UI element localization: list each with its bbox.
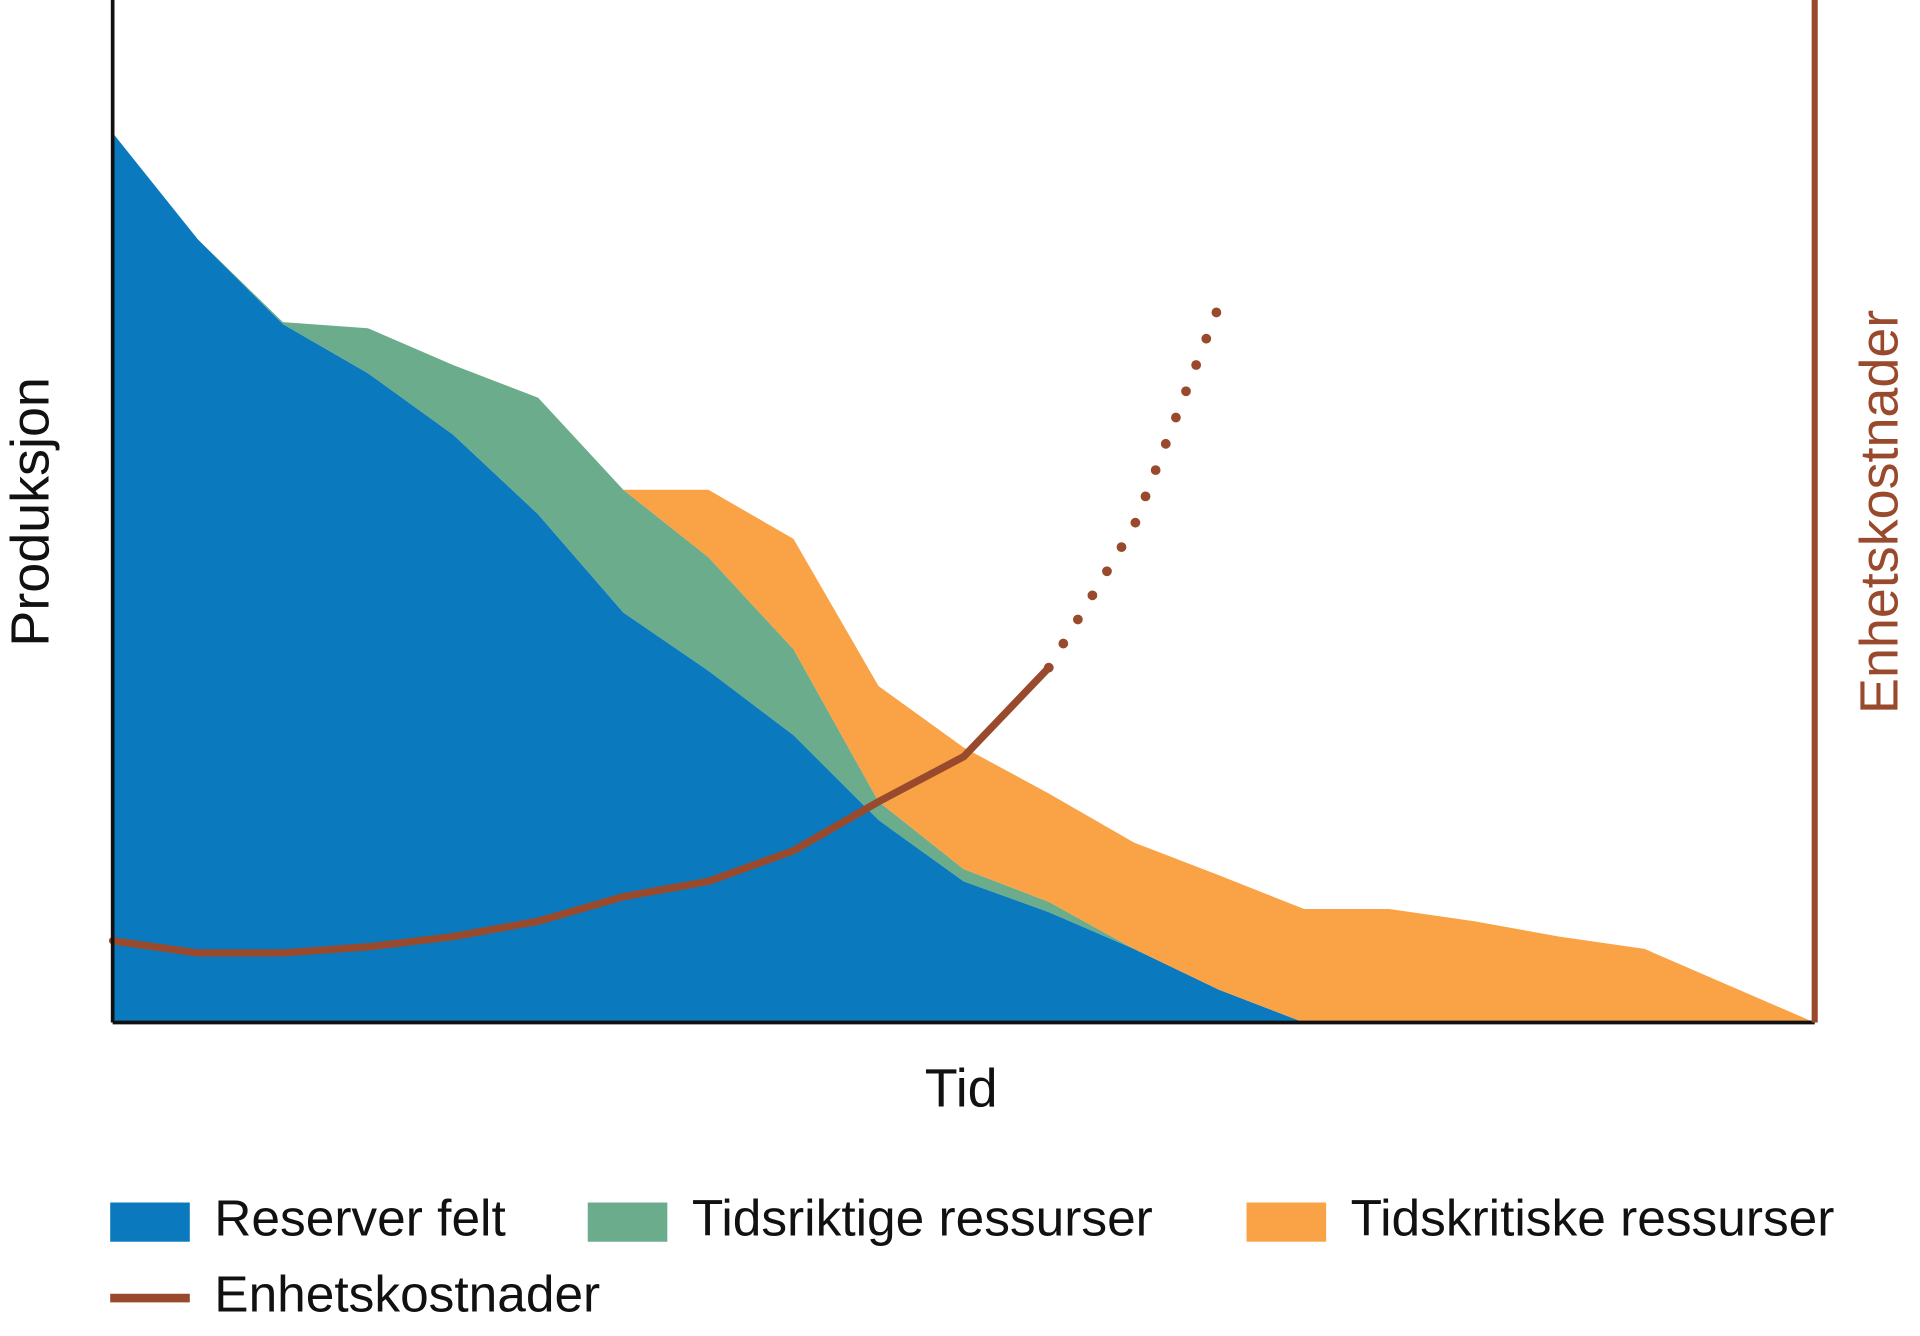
line [108, 664, 1053, 957]
x-axis-label: Tid [925, 1059, 998, 1119]
y-axis-label: Produksjon [1, 377, 61, 646]
legend-label: Tidsriktige ressurser [692, 1189, 1153, 1247]
legend-label: Enhetskostnader [214, 1265, 600, 1323]
legend-label: Tidskritiske ressurser [1351, 1189, 1835, 1247]
legend-swatch [110, 1202, 190, 1242]
legend-label: Reserver felt [214, 1189, 505, 1247]
projected-line [1043, 300, 1224, 673]
legend-swatch [1246, 1202, 1327, 1242]
legend-swatch [587, 1202, 668, 1242]
area [112, 132, 1815, 1023]
y2-axis-label: Enhetskostnader [1850, 310, 1910, 714]
areas [112, 132, 1815, 1023]
area [112, 132, 1815, 1023]
